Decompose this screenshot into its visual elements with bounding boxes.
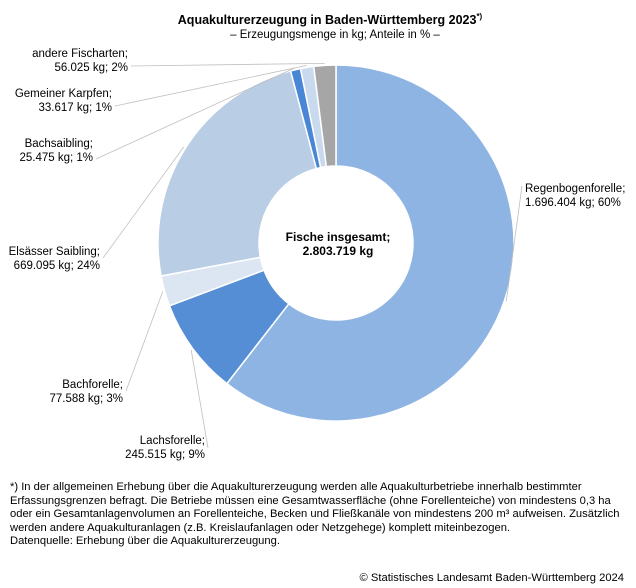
chart-title-text: Aquakulturerzeugung in Baden-Württemberg… [178,13,477,27]
leader-elsaesser-saibling [102,146,185,259]
label-lachsforelle: Lachsforelle; 245.515 kg; 9% [125,435,205,461]
leader-bachforelle [125,291,164,392]
chart-subtitle: – Erzeugungsmenge in kg; Anteile in % – [230,29,440,41]
slice-andere-fischarten [312,64,337,168]
leader-lines [95,62,523,449]
label-andere-fischarten: andere Fischarten; 56.025 kg; 2% [32,48,128,74]
donut-chart: Aquakulturerzeugung in Baden-Württemberg… [9,12,626,461]
copyright: © Statistisches Landesamt Baden-Württemb… [359,572,624,584]
data-source: Datenquelle: Erhebung über die Aquakultu… [10,535,280,548]
label-regenbogenforelle: Regenbogenforelle; 1.696.404 kg; 60% [525,183,625,209]
leader-regenbogenforelle [505,185,523,302]
leader-lachsforelle [190,349,209,449]
chart-title: Aquakulturerzeugung in Baden-Württemberg… [178,12,483,27]
donut-slices [157,64,515,422]
leader-bachsaibling [95,67,296,160]
slice-labels: Regenbogenforelle; 1.696.404 kg; 60% Lachs… [9,48,626,461]
label-elsaesser-saibling: Elsässer Saibling; 669.095 kg; 24% [9,246,100,272]
chart-title-footnote-mark: *) [476,12,482,21]
footnote-text: *) In der allgemeinen Erhebung über die … [10,481,620,534]
label-gemeiner-karpfen: Gemeiner Karpfen; 33.617 kg; 1% [15,88,112,114]
label-bachsaibling: Bachsaibling; 25.475 kg; 1% [19,138,93,164]
slice-regenbogenforelle [225,64,515,422]
center-label-total: 2.803.719 kg [303,244,374,258]
center-label-title: Fische insgesamt; [286,230,391,244]
leader-gemeiner-karpfen [114,65,307,107]
label-bachforelle: Bachforelle; 77.588 kg; 3% [49,379,123,405]
footnote: *) In der allgemeinen Erhebung über die … [10,481,628,549]
svg-text:Aquakulturerzeugung in Baden-W: Aquakulturerzeugung in Baden-Württemberg… [178,12,483,27]
slice-elsaesser-saibling [157,69,318,277]
leader-andere-fischarten [130,62,325,67]
